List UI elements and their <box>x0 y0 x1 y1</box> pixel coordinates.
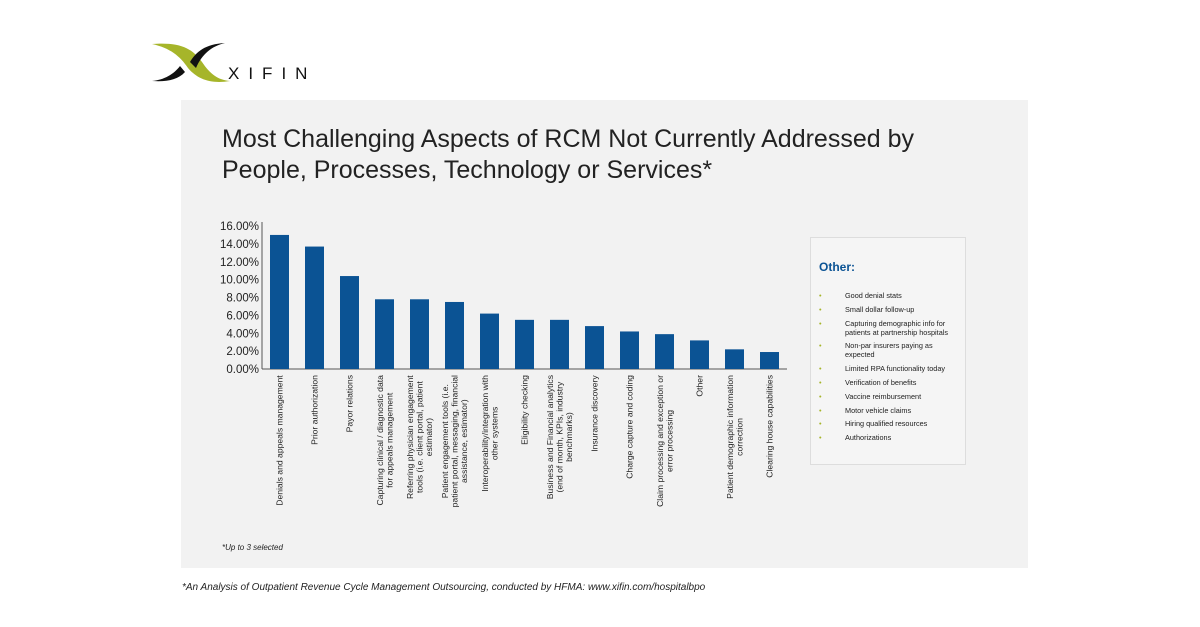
y-tick-label: 10.00% <box>220 275 259 287</box>
legend-list: • Good denial stats • Small dollar follow-u… <box>817 291 963 447</box>
legend-item: • Motor vehicle claims <box>817 406 963 415</box>
source-citation: *An Analysis of Outpatient Revenue Cycle… <box>182 582 706 593</box>
x-tick-label: Charge capture and coding <box>625 375 635 479</box>
y-tick-label: 16.00% <box>220 221 259 233</box>
x-tick-label: Patient demographic informationcorrectio… <box>725 375 745 499</box>
bullet-icon: • <box>819 405 822 415</box>
x-tick-label: Capturing clinical / diagnostic datafor … <box>375 375 395 506</box>
x-tick-label: Interoperability/integration withother s… <box>480 375 500 492</box>
chart-title: Most Challenging Aspects of RCM Not Curr… <box>222 125 914 184</box>
bar <box>480 313 499 369</box>
bullet-icon: • <box>819 304 822 314</box>
bullet-icon: • <box>819 318 822 328</box>
bullet-icon: • <box>819 391 822 401</box>
footnote: *Up to 3 selected <box>222 543 283 552</box>
bar <box>655 334 674 369</box>
legend-item-text: Capturing demographic info for patients … <box>845 318 949 337</box>
x-tick-label: Referring physician engagementtools (i.e… <box>405 375 434 499</box>
bar <box>270 234 289 369</box>
legend-item-text: Motor vehicle claims <box>845 405 912 415</box>
x-tick-label: Insurance discovery <box>590 375 600 452</box>
bullet-icon: • <box>819 364 822 374</box>
bar <box>620 331 639 369</box>
legend-item: • Non-par insurers paying as expected <box>817 341 963 359</box>
bar-chart: 0.00% 2.00% 4.00% 6.00% 8.00% 10.00% 12.00% 14.… <box>220 221 787 507</box>
x-tick-label: Prior authorization <box>310 375 320 445</box>
bullet-icon: • <box>819 341 822 351</box>
legend-item: • Limited RPA functionality today <box>817 364 963 373</box>
bar <box>445 301 464 369</box>
bar <box>375 299 394 369</box>
legend-item: • Small dollar follow-up <box>817 305 963 314</box>
legend-item: • Authorizations <box>817 433 963 442</box>
y-tick-label: 12.00% <box>220 257 259 269</box>
x-tick-label: Payor relations <box>345 375 355 432</box>
legend-item-text: Limited RPA functionality today <box>845 364 946 374</box>
y-tick-label: 4.00% <box>226 328 259 340</box>
other-legend-box: Other: • Good denial stats • Small dollar f… <box>810 237 966 465</box>
bar <box>305 246 324 369</box>
x-tick-label: Other <box>695 375 705 397</box>
legend-item-text: Small dollar follow-up <box>845 304 915 314</box>
x-tick-label: Business and Financial analytics(end of … <box>545 375 574 499</box>
y-tick-label: 14.00% <box>220 239 259 251</box>
x-tick-label: Clearing house capabilities <box>765 375 775 478</box>
y-tick-label: 8.00% <box>226 293 259 305</box>
bullet-icon: • <box>819 419 822 429</box>
bar <box>585 326 604 369</box>
legend-item: • Good denial stats <box>817 291 963 300</box>
legend-item: • Capturing demographic info for patients… <box>817 319 963 337</box>
legend-item-text: Good denial stats <box>845 291 902 300</box>
legend-item-text: Non-par insurers paying as expected <box>845 341 933 360</box>
bullet-icon: • <box>819 291 822 300</box>
y-tick-label: 2.00% <box>226 346 259 358</box>
bar <box>725 349 744 369</box>
legend-item-text: Vaccine reimbursement <box>845 391 922 401</box>
y-tick-label: 6.00% <box>226 310 259 322</box>
bullet-icon: • <box>819 433 822 443</box>
bar <box>550 319 569 369</box>
xifin-logo-text: XIFIN <box>228 64 317 83</box>
bar <box>515 319 534 369</box>
legend-item: • Vaccine reimbursement <box>817 392 963 401</box>
bullet-icon: • <box>819 377 822 387</box>
bar <box>410 299 429 369</box>
legend-item: • Hiring qualified resources <box>817 419 963 428</box>
x-tick-label: Denials and appeals management <box>275 375 285 506</box>
x-tick-label: Patient engagement tools (i.e.patient po… <box>440 375 469 507</box>
bar <box>690 340 709 369</box>
bar <box>340 276 359 369</box>
bar <box>760 352 779 369</box>
x-tick-label: Claim processing and exception orerror p… <box>655 375 675 507</box>
y-tick-label: 0.00% <box>226 364 259 376</box>
legend-item: • Verification of benefits <box>817 378 963 387</box>
legend-title: Other: <box>819 260 855 274</box>
xifin-logo-mark <box>152 43 230 82</box>
x-tick-label: Eligibility checking <box>520 375 530 445</box>
legend-item-text: Hiring qualified resources <box>845 419 928 429</box>
legend-item-text: Authorizations <box>845 433 892 443</box>
legend-item-text: Verification of benefits <box>845 377 917 387</box>
